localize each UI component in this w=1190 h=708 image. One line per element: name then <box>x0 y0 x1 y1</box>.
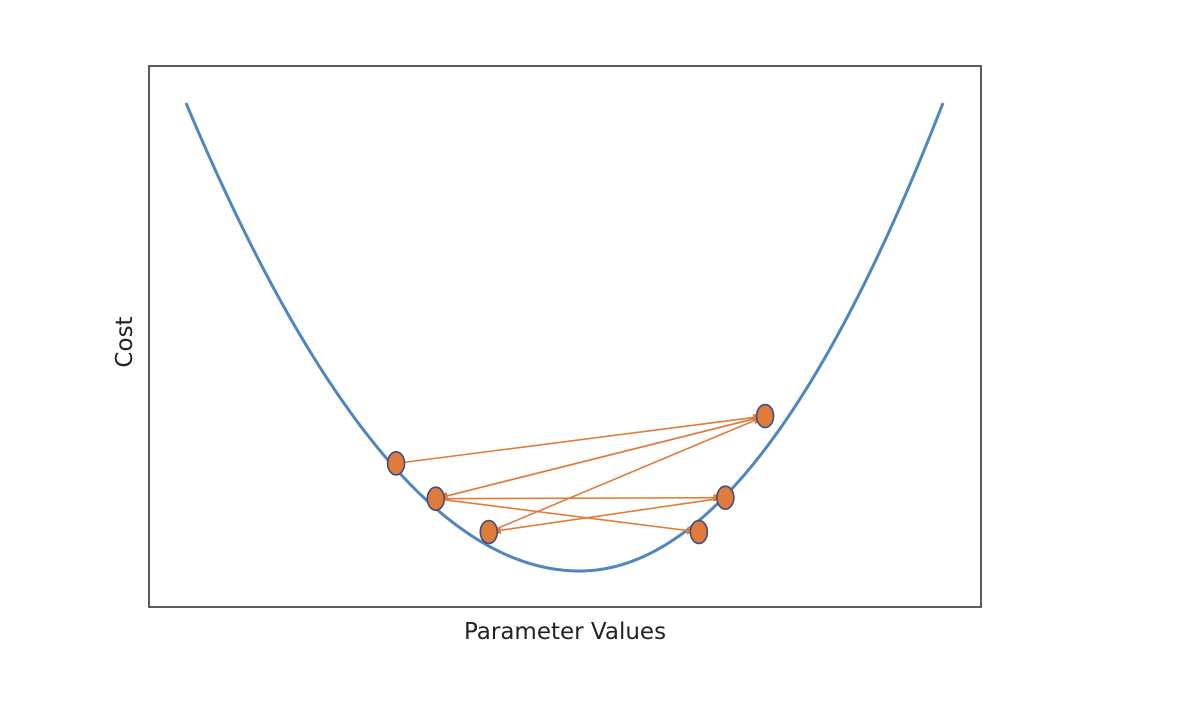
descent-point-5 <box>479 519 499 545</box>
descent-point-2 <box>755 403 775 429</box>
descent-point-3 <box>426 486 446 512</box>
step-arrow-6 <box>437 415 766 500</box>
x-axis-label: Parameter Values <box>464 619 666 645</box>
descent-point-6 <box>689 519 709 545</box>
step-arrow-3 <box>435 493 724 502</box>
step-arrow-4 <box>490 496 726 535</box>
step-arrow-5 <box>488 416 764 533</box>
cost-curve <box>184 102 945 573</box>
step-arrow-1 <box>395 413 764 465</box>
step-arrow-7 <box>435 497 697 535</box>
descent-point-1 <box>386 451 406 476</box>
plot-frame <box>148 65 982 608</box>
y-axis-label: Cost <box>112 316 138 367</box>
descent-point-4 <box>716 485 735 510</box>
